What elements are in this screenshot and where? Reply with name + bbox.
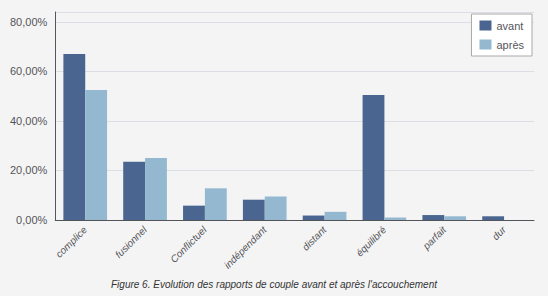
svg-text:80,00%: 80,00% — [10, 16, 48, 28]
svg-text:parfait: parfait — [420, 223, 449, 252]
svg-text:Conflictuel: Conflictuel — [168, 224, 209, 265]
svg-text:60,00%: 60,00% — [10, 65, 48, 77]
svg-text:40,00%: 40,00% — [10, 115, 48, 127]
svg-text:après: après — [496, 39, 524, 51]
svg-text:complice: complice — [53, 224, 89, 260]
svg-text:Figure 6. Evolution des rappor: Figure 6. Evolution des rapports de coup… — [111, 279, 438, 290]
svg-text:équilibré: équilibré — [354, 224, 389, 259]
svg-text:0,00%: 0,00% — [16, 214, 47, 226]
svg-text:avant: avant — [496, 20, 523, 32]
svg-text:20,00%: 20,00% — [10, 164, 48, 176]
svg-text:fusionnel: fusionnel — [113, 224, 150, 261]
svg-text:dur: dur — [490, 224, 508, 242]
svg-text:indépendant: indépendant — [222, 223, 270, 271]
svg-text:distant: distant — [300, 223, 329, 252]
